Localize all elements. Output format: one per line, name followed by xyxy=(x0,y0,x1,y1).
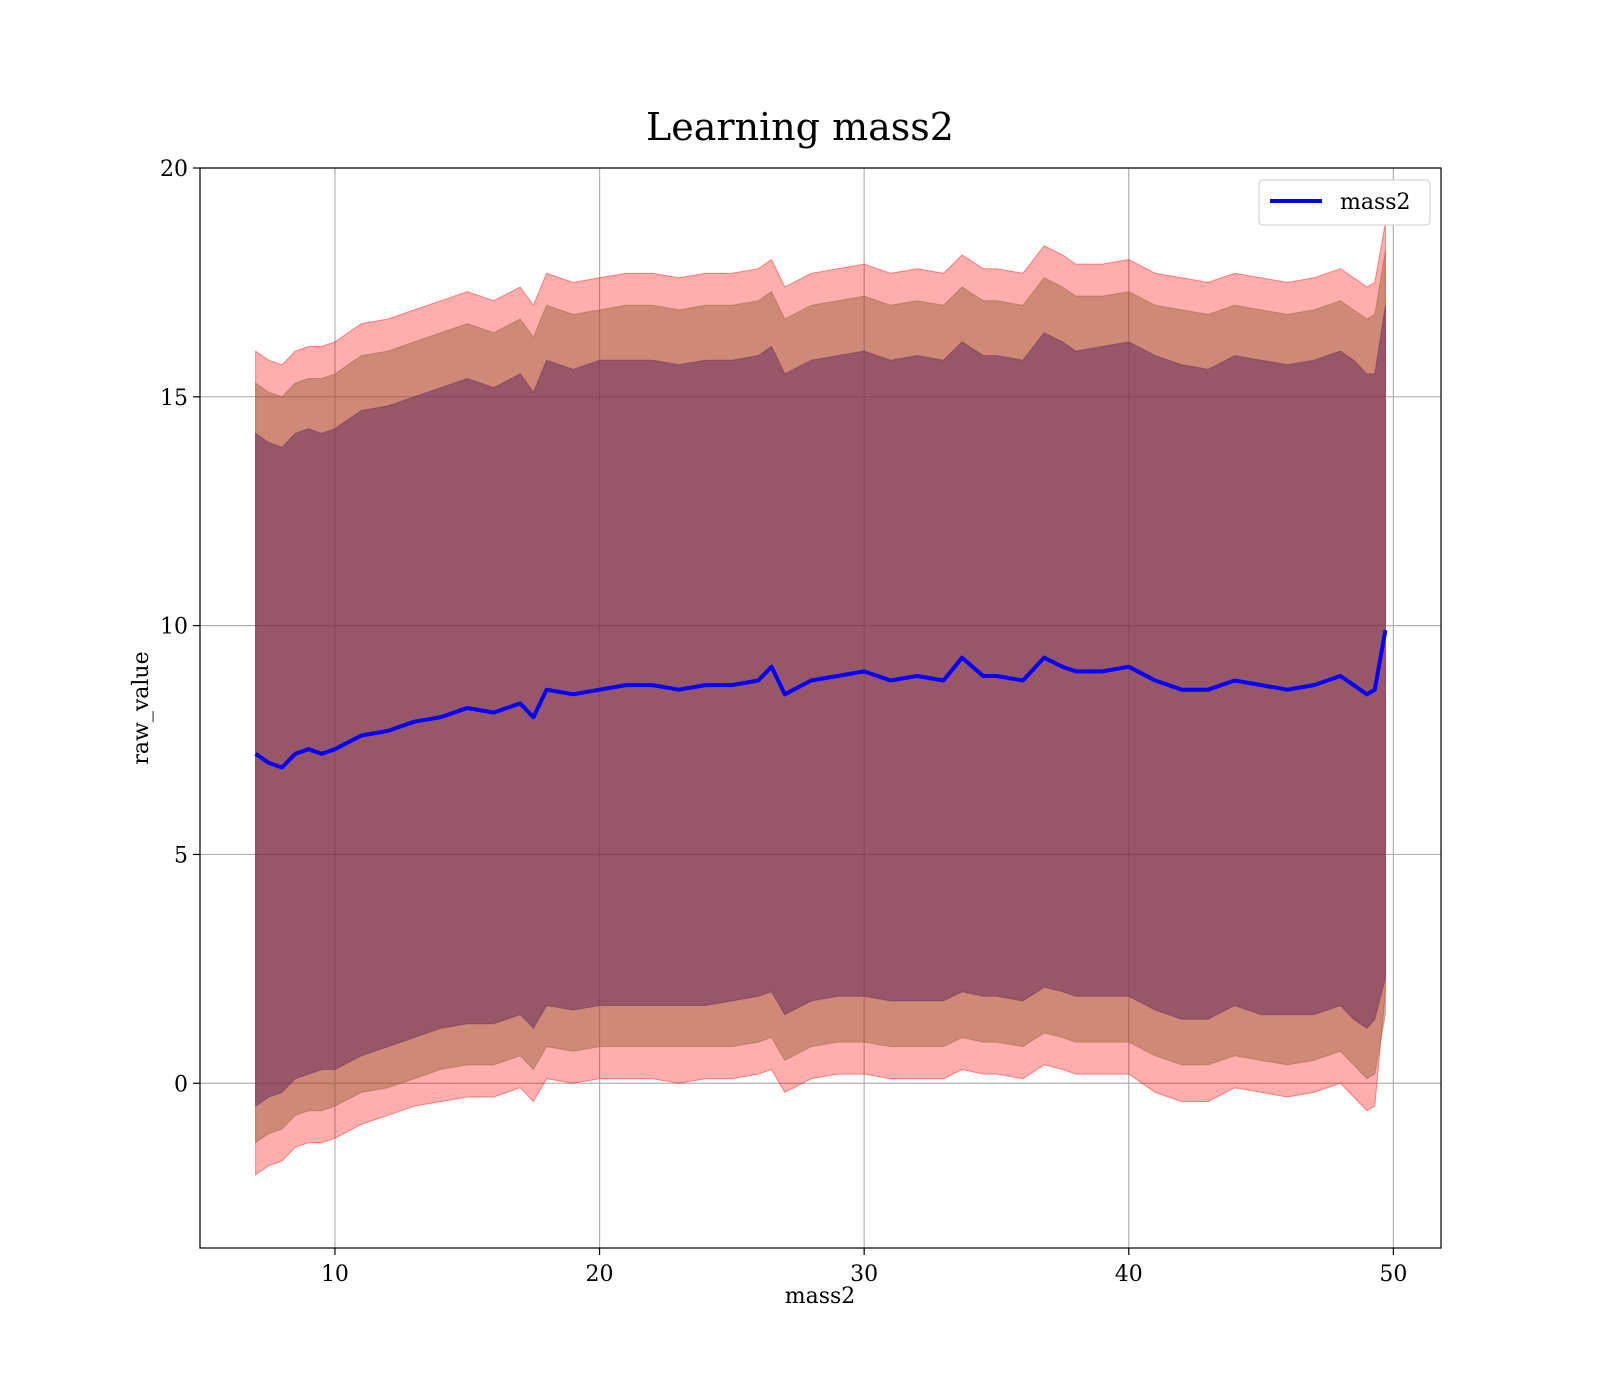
x-axis-label: mass2 xyxy=(785,1284,856,1309)
y-axis-label: raw_value xyxy=(129,651,154,764)
y-tick-label: 0 xyxy=(174,1072,188,1097)
legend: mass2 xyxy=(1258,179,1431,226)
band-inner xyxy=(255,305,1386,1108)
confidence-bands xyxy=(255,222,1386,1176)
y-tick-label: 10 xyxy=(160,615,188,640)
x-tick-label: 40 xyxy=(1115,1262,1143,1287)
chart-title: Learning mass2 xyxy=(646,105,954,149)
x-tick-label: 20 xyxy=(586,1262,614,1287)
legend-label-mass2: mass2 xyxy=(1340,190,1411,215)
x-tick-label: 50 xyxy=(1379,1262,1407,1287)
ticks: 10 20 30 40 50 0 5 10 15 20 xyxy=(160,157,1407,1287)
x-tick-label: 30 xyxy=(850,1262,878,1287)
y-tick-label: 20 xyxy=(160,157,188,182)
x-tick-label: 10 xyxy=(321,1262,349,1287)
plot-frame xyxy=(199,167,1442,1249)
y-tick-label: 5 xyxy=(174,843,188,868)
series-lines xyxy=(254,629,1388,770)
series-line-mass2 xyxy=(254,629,1388,770)
y-tick-label: 15 xyxy=(160,386,188,411)
legend-box xyxy=(1258,179,1431,226)
